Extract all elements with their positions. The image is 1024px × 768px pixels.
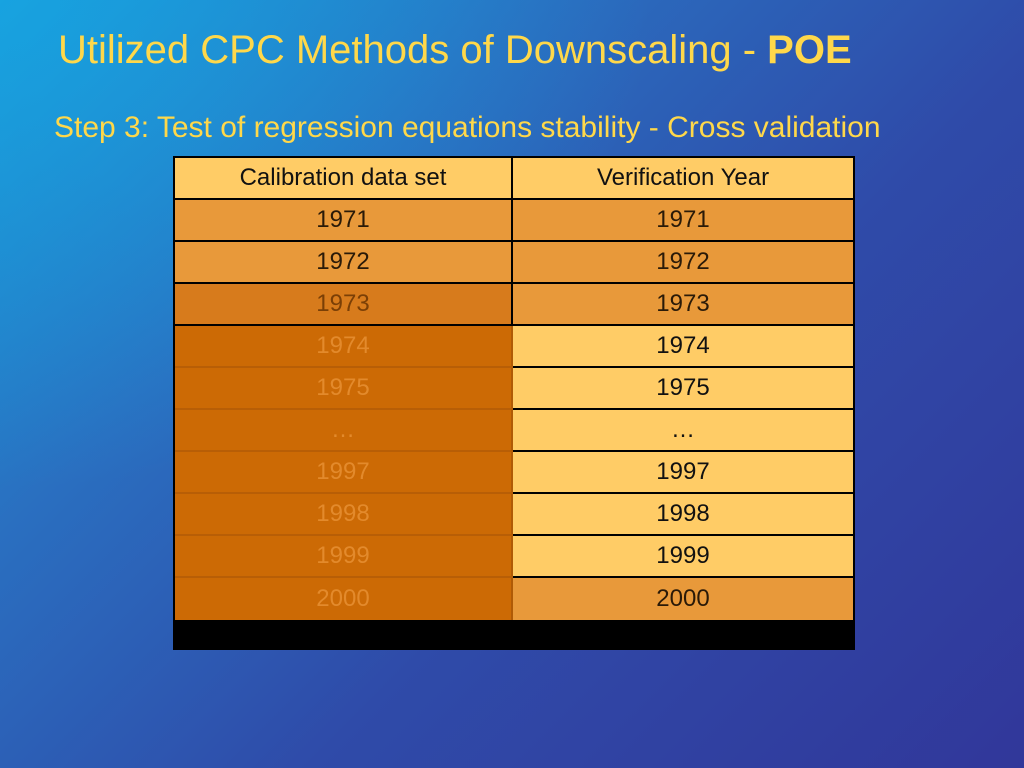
verification-cell: 2000	[513, 578, 853, 620]
verification-cell: 1998	[513, 494, 853, 536]
cross-validation-table: Calibration data set Verification Year 1…	[173, 156, 855, 650]
table-row: 1973 1973	[175, 284, 853, 326]
calibration-cell: 1973	[175, 284, 513, 326]
verification-cell: 1975	[513, 368, 853, 410]
table-row: 1975 1975	[175, 368, 853, 410]
title-strong: POE	[767, 28, 852, 72]
slide-subtitle: Step 3: Test of regression equations sta…	[54, 111, 881, 144]
calibration-cell: 1972	[175, 242, 513, 284]
verification-cell: …	[513, 410, 853, 452]
table-header-row: Calibration data set Verification Year	[175, 158, 853, 200]
verification-cell: 1973	[513, 284, 853, 326]
data-table: Calibration data set Verification Year 1…	[175, 158, 853, 620]
calibration-cell: 1998	[175, 494, 513, 536]
verification-cell: 1972	[513, 242, 853, 284]
verification-cell: 1971	[513, 200, 853, 242]
table-row: … …	[175, 410, 853, 452]
verification-cell: 1974	[513, 326, 853, 368]
table-row: 2000 2000	[175, 578, 853, 620]
verification-cell: 1999	[513, 536, 853, 578]
verification-cell: 1997	[513, 452, 853, 494]
header-verification: Verification Year	[513, 158, 853, 200]
calibration-cell: 1997	[175, 452, 513, 494]
table-row: 1997 1997	[175, 452, 853, 494]
calibration-cell: 1975	[175, 368, 513, 410]
calibration-cell: 1974	[175, 326, 513, 368]
table-row: 1971 1971	[175, 200, 853, 242]
table-row: 1972 1972	[175, 242, 853, 284]
slide-title: Utilized CPC Methods of Downscaling - PO…	[58, 28, 852, 72]
calibration-cell: 1971	[175, 200, 513, 242]
calibration-cell: 2000	[175, 578, 513, 620]
header-calibration: Calibration data set	[175, 158, 513, 200]
calibration-cell: …	[175, 410, 513, 452]
table-row: 1999 1999	[175, 536, 853, 578]
calibration-cell: 1999	[175, 536, 513, 578]
table-row: 1974 1974	[175, 326, 853, 368]
table-row: 1998 1998	[175, 494, 853, 536]
title-prefix: Utilized CPC Methods of Downscaling -	[58, 28, 768, 72]
